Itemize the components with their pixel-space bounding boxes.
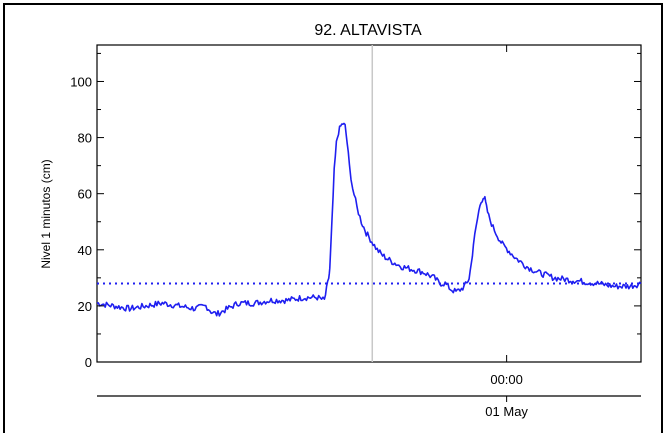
axes [96,44,642,363]
x-tick-label-time: 00:00 [490,372,523,387]
y-tick-label: 0 [85,355,92,370]
y-tick-label: 80 [78,131,92,146]
y-tick-label: 60 [78,187,92,202]
y-tick-label: 20 [78,299,92,314]
series-group [96,122,642,317]
y-tick-label: 40 [78,243,92,258]
water-level-series-line [96,122,642,317]
y-axis-label: Nivel 1 minutos (cm) [39,159,53,268]
x-tick-label-date: 01 May [485,404,528,419]
plot-area [96,44,642,363]
chart-title: 92. ALTAVISTA [314,22,422,39]
ticks: 0 20 40 60 80 100 00:00 01 May [70,45,641,419]
figure-frame [3,3,663,433]
y-tick-label: 100 [70,74,92,89]
